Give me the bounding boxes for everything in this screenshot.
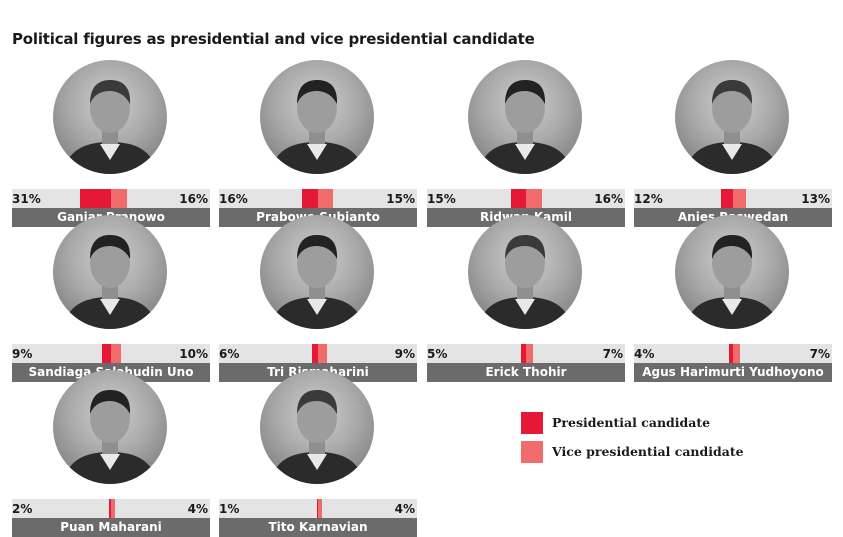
bar-presidential	[109, 499, 111, 518]
bar-vice-presidential	[526, 344, 533, 363]
bar-vice-presidential	[526, 189, 542, 208]
legend-label-vice: Vice presidential candidate	[552, 444, 744, 459]
bar-vice-presidential	[111, 344, 121, 363]
candidate-card: 5% 7% Erick Thohir	[427, 215, 625, 382]
vice-percent-label: 7%	[602, 347, 623, 361]
candidate-photo	[260, 215, 374, 329]
candidate-photo	[53, 60, 167, 174]
legend-label-presidential: Presidential candidate	[552, 415, 711, 430]
candidate-name: Agus Harimurti Yudhoyono	[634, 363, 832, 382]
candidate-card: 4% 7% Agus Harimurti Yudhoyono	[634, 215, 832, 382]
candidate-card: 9% 10% Sandiaga Salahudin Uno	[12, 215, 210, 382]
presidential-percent-label: 4%	[634, 347, 655, 361]
candidate-card: 12%13%Anies Baswedan	[634, 60, 832, 227]
candidate-photo	[260, 60, 374, 174]
presidential-percent-label: 1%	[219, 502, 240, 516]
vice-percent-label: 10%	[179, 347, 208, 361]
vice-percent-label: 16%	[179, 192, 208, 206]
vice-percent-label: 7%	[809, 347, 830, 361]
bar-presidential	[312, 344, 318, 363]
candidate-photo	[468, 60, 582, 174]
candidate-photo	[53, 370, 167, 484]
bar-vice-presidential	[318, 499, 322, 518]
candidate-name: Tito Karnavian	[219, 518, 417, 537]
bar-vice-presidential	[111, 189, 127, 208]
vice-percent-label: 16%	[594, 192, 623, 206]
bar-presidential	[302, 189, 318, 208]
candidate-card: 1% 4% Tito Karnavian	[219, 370, 417, 537]
bar-vice-presidential	[318, 344, 327, 363]
presidential-percent-label: 9%	[12, 347, 33, 361]
presidential-percent-label: 6%	[219, 347, 240, 361]
presidential-percent-label: 12%	[634, 192, 663, 206]
candidate-photo	[675, 60, 789, 174]
presidential-percent-label: 16%	[219, 192, 248, 206]
presidential-percent-label: 31%	[12, 192, 41, 206]
bar-presidential	[80, 189, 111, 208]
bar-vice-presidential	[733, 189, 746, 208]
vice-percent-label: 9%	[394, 347, 415, 361]
candidate-card: 31%16%Ganjar Pranowo	[12, 60, 210, 227]
presidential-percent-label: 5%	[427, 347, 448, 361]
bar-vice-presidential	[111, 499, 115, 518]
candidate-photo	[260, 370, 374, 484]
bar-presidential	[317, 499, 318, 518]
chart-title: Political figures as presidential and vi…	[12, 30, 535, 48]
presidential-percent-label: 15%	[427, 192, 456, 206]
candidate-photo	[468, 215, 582, 329]
legend-item-presidential: Presidential candidate	[521, 412, 781, 434]
candidate-card: 6%9%Tri Rismaharini	[219, 215, 417, 382]
vice-percent-label: 4%	[187, 502, 208, 516]
bar-vice-presidential	[318, 189, 333, 208]
legend-item-vice: Vice presidential candidate	[521, 441, 781, 463]
bar-presidential	[511, 189, 526, 208]
bar-vice-presidential	[733, 344, 740, 363]
vice-percent-label: 15%	[386, 192, 415, 206]
bar-presidential	[729, 344, 733, 363]
candidate-card: 15%16%Ridwan Kamil	[427, 60, 625, 227]
legend-swatch-presidential	[521, 412, 543, 434]
bar-presidential	[521, 344, 526, 363]
candidate-name: Puan Maharani	[12, 518, 210, 537]
vice-percent-label: 4%	[394, 502, 415, 516]
candidate-name: Erick Thohir	[427, 363, 625, 382]
presidential-percent-label: 2%	[12, 502, 33, 516]
candidate-card: 2% 4% Puan Maharani	[12, 370, 210, 537]
legend-swatch-vice	[521, 441, 543, 463]
bar-presidential	[102, 344, 111, 363]
vice-percent-label: 13%	[801, 192, 830, 206]
candidate-card: 16% 15% Prabowo Subianto	[219, 60, 417, 227]
candidate-photo	[675, 215, 789, 329]
candidate-photo	[53, 215, 167, 329]
bar-presidential	[721, 189, 733, 208]
